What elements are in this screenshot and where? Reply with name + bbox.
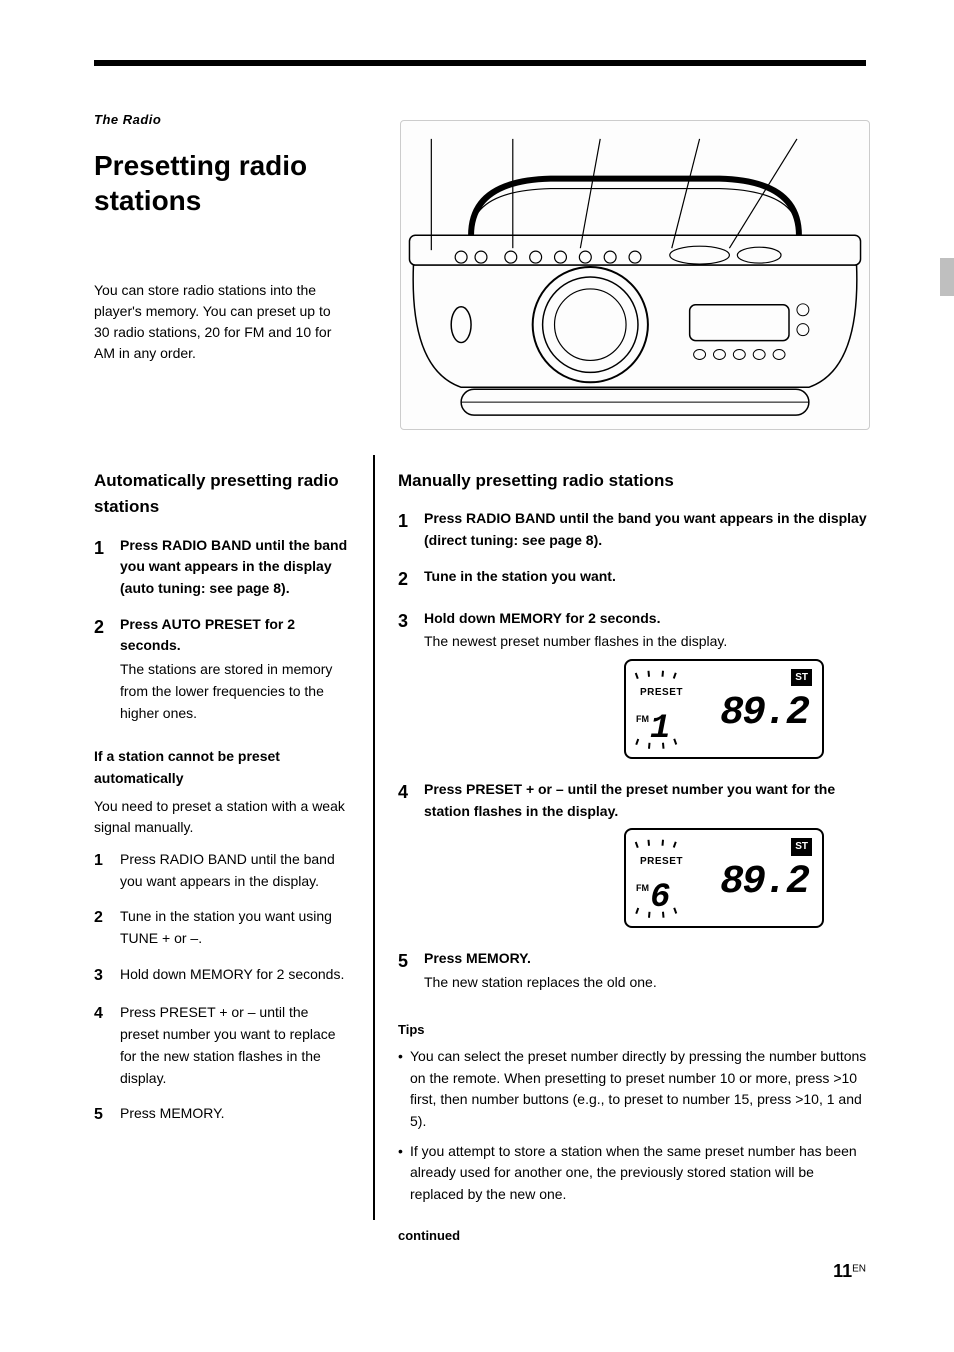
note-step-1: 1 Press RADIO BAND until the band you wa…	[94, 849, 349, 892]
lcd-display-1: ST PRESET FM 1 89.2	[624, 659, 824, 759]
left-step-2: 2 Press AUTO PRESET for 2 seconds. The s…	[94, 614, 349, 724]
step-text-after: ).	[281, 580, 290, 596]
note-step-4: 4 Press PRESET + or – until the preset n…	[94, 1002, 349, 1089]
note-body: You need to preset a station with a weak…	[94, 796, 349, 839]
page-footer: 11EN	[833, 1261, 866, 1282]
lcd-preset-number: 6	[650, 872, 668, 925]
page-lang: EN	[852, 1263, 866, 1274]
step-body: Press PRESET + or – until the preset num…	[120, 1002, 349, 1089]
step-bold: Press MEMORY.	[424, 950, 531, 966]
step-body: Press MEMORY.	[120, 1103, 349, 1128]
tip-item: If you attempt to store a station when t…	[398, 1141, 868, 1206]
title-line-1: Presetting radio	[94, 150, 307, 181]
intro-paragraph: You can store radio stations into the pl…	[94, 280, 334, 364]
left-step-1: 1 Press RADIO BAND until the band you wa…	[94, 535, 349, 600]
step-body: Press RADIO BAND until the band you want…	[120, 535, 349, 600]
step-number: 2	[94, 906, 120, 949]
step-number: 1	[94, 849, 120, 892]
note-step-5: 5 Press MEMORY.	[94, 1103, 349, 1128]
lcd-frequency: 89.2	[720, 683, 808, 745]
step-text-after: ).	[594, 532, 603, 548]
tips-list: You can select the preset number directl…	[398, 1046, 868, 1206]
lcd-preset-label: PRESET	[640, 685, 683, 701]
step-body: Hold down MEMORY for 2 seconds.	[120, 964, 349, 989]
lcd-preset-label: PRESET	[640, 854, 683, 870]
continued-label: continued	[398, 1226, 868, 1246]
right-column: Manually presetting radio stations 1 Pre…	[398, 468, 868, 1246]
left-column: Automatically presetting radio stations …	[94, 468, 349, 1142]
step-body: Press RADIO BAND until the band you want…	[424, 508, 868, 551]
step-number: 5	[398, 948, 424, 993]
lcd-preset-number: 1	[650, 703, 668, 756]
title-line-2: stations	[94, 185, 201, 216]
right-step-2: 2 Tune in the station you want.	[398, 566, 868, 594]
right-step-4: 4 Press PRESET + or – until the preset n…	[398, 779, 868, 934]
tip-item: You can select the preset number directl…	[398, 1046, 868, 1133]
note-heading: If a station cannot be preset automatica…	[94, 746, 349, 789]
lcd-fm-label: FM	[636, 713, 649, 727]
step-number: 3	[398, 608, 424, 765]
right-step-3: 3 Hold down MEMORY for 2 seconds. The ne…	[398, 608, 868, 765]
horizontal-rule	[94, 60, 866, 66]
step-body: Hold down MEMORY for 2 seconds. The newe…	[424, 608, 868, 765]
step-body: Tune in the station you want using TUNE …	[120, 906, 349, 949]
step-number: 2	[398, 566, 424, 594]
lcd-fm-label: FM	[636, 882, 649, 896]
step-number: 3	[94, 964, 120, 989]
step-rest: The new station replaces the old one.	[424, 972, 868, 994]
step-number: 4	[398, 779, 424, 934]
step-body: Tune in the station you want.	[424, 566, 868, 594]
note-step-3: 3 Hold down MEMORY for 2 seconds.	[94, 964, 349, 989]
step-bold: Press AUTO PRESET for 2 seconds.	[120, 616, 295, 654]
step-number: 1	[398, 508, 424, 551]
right-heading: Manually presetting radio stations	[398, 468, 868, 494]
step-bold: Hold down MEMORY for 2 seconds.	[424, 610, 660, 626]
page-title: Presetting radio stations	[94, 148, 307, 218]
right-step-1: 1 Press RADIO BAND until the band you wa…	[398, 508, 868, 551]
lcd-frequency: 89.2	[720, 852, 808, 914]
lcd-display-2: ST PRESET FM 6 89.2	[624, 828, 824, 928]
step-text-link: auto tuning: see page 8	[125, 580, 281, 596]
step-text-link: direct tuning: see page 8	[429, 532, 594, 548]
column-divider	[373, 455, 375, 1220]
section-side-tab	[940, 258, 954, 296]
page-number: 11	[833, 1261, 852, 1281]
step-rest: The newest preset number flashes in the …	[424, 631, 868, 653]
step-body: Press RADIO BAND until the band you want…	[120, 849, 349, 892]
step-number: 1	[94, 535, 120, 600]
step-body: Press PRESET + or – until the preset num…	[424, 779, 868, 934]
step-body: Press AUTO PRESET for 2 seconds. The sta…	[120, 614, 349, 724]
step-number: 2	[94, 614, 120, 724]
left-heading: Automatically presetting radio stations	[94, 468, 349, 521]
note-step-2: 2 Tune in the station you want using TUN…	[94, 906, 349, 949]
step-number: 4	[94, 1002, 120, 1089]
step-body: Press MEMORY. The new station replaces t…	[424, 948, 868, 993]
right-step-5: 5 Press MEMORY. The new station replaces…	[398, 948, 868, 993]
tips-heading: Tips	[398, 1020, 868, 1040]
step-bold: Tune in the station you want.	[424, 568, 616, 584]
step-bold: Press PRESET + or – until the preset num…	[424, 781, 835, 819]
section-kicker: The Radio	[94, 112, 161, 127]
step-number: 5	[94, 1103, 120, 1128]
device-diagram	[400, 120, 870, 430]
step-rest: The stations are stored in memory from t…	[120, 659, 349, 724]
